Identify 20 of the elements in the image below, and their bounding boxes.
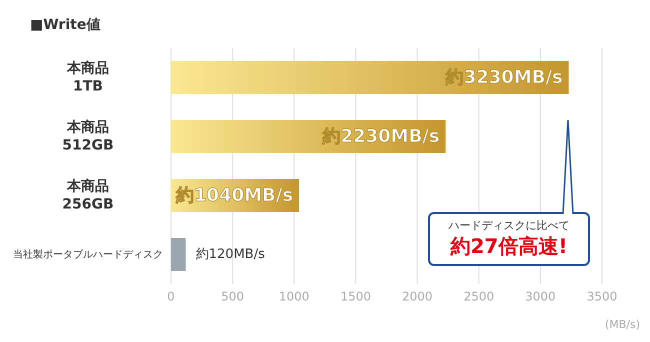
data-label: 約120MB/s — [196, 246, 266, 262]
x-tick-label: 0 — [167, 290, 175, 304]
annotation: 約27倍高速! — [449, 233, 568, 260]
y-tick-label: 当社製ポータブルハードディスク — [13, 248, 163, 260]
x-tick-label: 2000 — [402, 290, 433, 304]
annotation: ハードディスクに比べて — [448, 218, 570, 233]
x-tick-label: 500 — [221, 290, 244, 304]
x-axis-title: (MB/s) — [604, 318, 640, 331]
x-tick-label: 2500 — [464, 290, 494, 304]
x-tick-label: 3000 — [525, 290, 556, 304]
y-tick-label: 本商品 512GB — [62, 118, 114, 154]
x-tick-label: 1000 — [278, 290, 310, 304]
x-tick-label: 3500 — [586, 290, 618, 304]
bar — [171, 60, 569, 94]
chart-title: ■Write値 — [30, 16, 100, 34]
data-label: 約1040MB/s — [175, 184, 294, 206]
x-tick-label: 1500 — [340, 290, 371, 304]
y-tick-label: 本商品 256GB — [62, 178, 114, 212]
y-tick-label: 本商品 1TB — [66, 60, 109, 94]
bar — [171, 238, 186, 271]
